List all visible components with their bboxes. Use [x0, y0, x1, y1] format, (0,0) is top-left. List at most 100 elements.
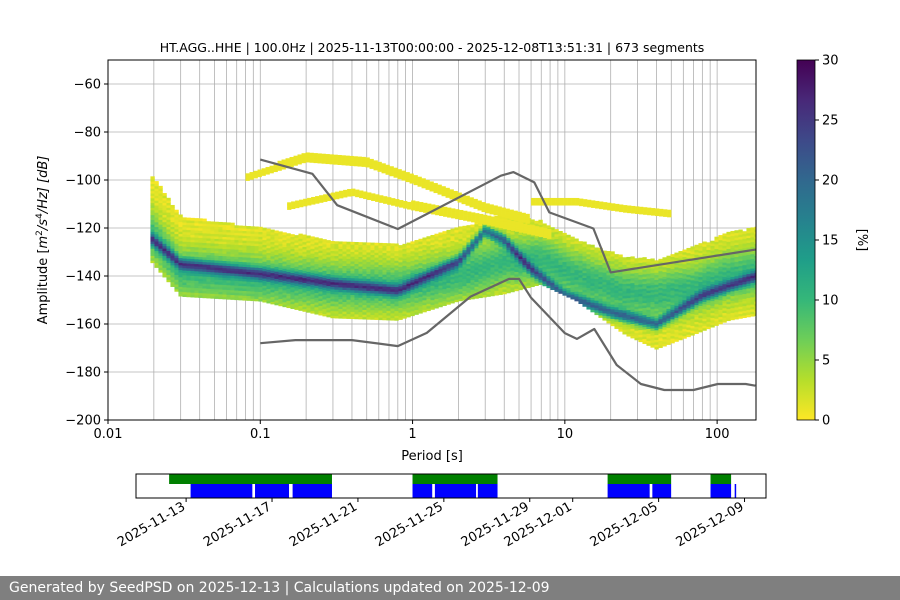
heatmap-cell — [382, 295, 387, 299]
heatmap-cell — [334, 306, 339, 309]
heatmap-cell — [394, 293, 399, 297]
heatmap-cell — [378, 271, 383, 275]
heatmap-cell — [390, 276, 395, 280]
heatmap-cell — [334, 303, 339, 307]
heatmap-cell — [230, 239, 235, 243]
heatmap-cell — [382, 243, 387, 246]
heatmap-cell — [214, 252, 219, 256]
heatmap-cell — [510, 248, 515, 252]
heatmap-cell — [406, 266, 411, 270]
heatmap-cell — [238, 271, 243, 274]
heatmap-cell — [558, 233, 563, 237]
heatmap-cell — [222, 222, 227, 225]
heatmap-cell — [174, 236, 179, 239]
heatmap-cell — [682, 285, 687, 289]
heatmap-cell — [354, 270, 359, 274]
heatmap-cell — [306, 247, 311, 251]
heatmap-cell — [338, 287, 343, 290]
heatmap-cell — [418, 243, 423, 247]
heatmap-cell — [306, 293, 311, 296]
heatmap-cell — [362, 271, 367, 274]
heatmap-cell — [610, 292, 615, 295]
heatmap-cell — [714, 272, 719, 276]
heatmap-cell — [734, 268, 739, 272]
heatmap-cell — [606, 253, 611, 257]
heatmap-cell — [338, 263, 343, 266]
heatmap-cell — [614, 266, 619, 269]
heatmap-cell — [282, 268, 287, 272]
heatmap-cell — [610, 253, 615, 257]
heatmap-cell — [590, 254, 595, 258]
heatmap-cell — [590, 247, 595, 250]
heatmap-cell — [614, 273, 619, 277]
heatmap-cell — [494, 249, 499, 253]
heatmap-cell — [210, 231, 215, 234]
heatmap-cell — [698, 317, 703, 321]
heatmap-cell — [162, 229, 167, 232]
heatmap-cell — [678, 282, 683, 286]
heatmap-cell — [570, 294, 575, 298]
heatmap-cell — [410, 282, 415, 285]
heatmap-cell — [450, 279, 455, 282]
heatmap-cell — [422, 295, 427, 298]
heatmap-cell — [674, 281, 679, 285]
heatmap-cell — [302, 287, 307, 291]
heatmap-cell — [270, 296, 275, 300]
heatmap-cell — [746, 278, 751, 282]
heatmap-cell — [442, 300, 447, 304]
heatmap-cell — [210, 274, 215, 278]
heatmap-cell — [474, 228, 479, 232]
heatmap-cell — [230, 251, 235, 255]
heatmap-cell — [194, 232, 199, 236]
heatmap-cell — [490, 233, 495, 237]
heatmap-cell — [490, 267, 495, 270]
heatmap-cell — [694, 278, 699, 282]
heatmap-cell — [622, 317, 627, 321]
heatmap-cell — [518, 246, 523, 250]
heatmap-cell — [538, 272, 543, 276]
heatmap-cell — [346, 270, 351, 274]
heatmap-cell — [546, 249, 551, 253]
heatmap-cell — [306, 240, 311, 244]
heatmap-cell — [202, 276, 207, 279]
heatmap-cell — [610, 304, 615, 307]
heatmap-cell — [434, 281, 439, 285]
heatmap-cell — [274, 271, 279, 275]
heatmap-cell — [210, 238, 215, 242]
heatmap-cell — [450, 243, 455, 246]
heatmap-cell — [406, 300, 411, 303]
heatmap-cell — [694, 307, 699, 310]
heatmap-cell — [554, 236, 559, 240]
heatmap-cell — [281, 161, 286, 165]
heatmap-cell — [238, 287, 243, 291]
heatmap-cell — [230, 256, 235, 260]
heatmap-cell — [454, 239, 459, 243]
heatmap-cell — [722, 310, 727, 314]
heatmap-cell — [674, 314, 679, 318]
heatmap-cell — [246, 252, 251, 256]
heatmap-cell — [414, 302, 419, 306]
heatmap-cell — [378, 242, 383, 246]
heatmap-cell — [210, 243, 215, 246]
heatmap-cell — [506, 256, 511, 260]
heatmap-cell — [430, 304, 435, 308]
heatmap-cell — [354, 266, 359, 269]
heatmap-cell — [194, 230, 199, 233]
heatmap-cell — [222, 272, 227, 276]
heatmap-cell — [310, 250, 315, 254]
heatmap-cell — [302, 258, 307, 262]
heatmap-cell — [222, 224, 227, 228]
heatmap-cell — [742, 238, 747, 242]
heatmap-cell — [218, 233, 223, 237]
heatmap-cell — [282, 265, 287, 269]
heatmap-cell — [406, 309, 411, 313]
heatmap-cell — [490, 259, 495, 263]
heatmap-cell — [698, 288, 703, 292]
heatmap-cell — [654, 274, 659, 278]
heatmap-cell — [734, 256, 739, 260]
heatmap-cell — [450, 300, 455, 304]
heatmap-cell — [238, 268, 243, 272]
heatmap-cell — [298, 257, 303, 261]
heatmap-cell — [398, 317, 403, 320]
heatmap-cell — [482, 234, 487, 238]
